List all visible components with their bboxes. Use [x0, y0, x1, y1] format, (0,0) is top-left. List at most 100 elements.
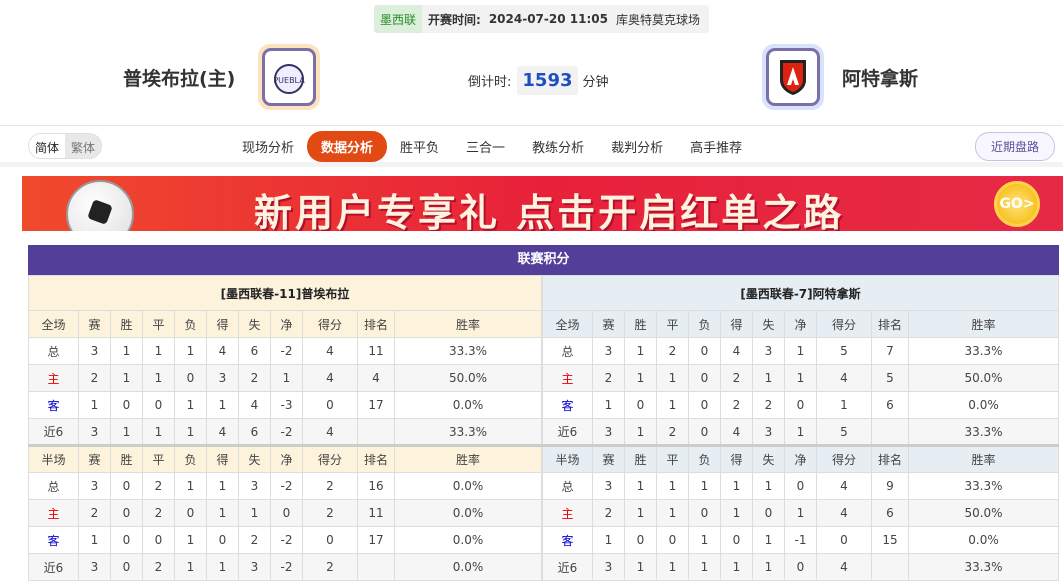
tab-4[interactable]: 教练分析 — [532, 141, 585, 156]
go-button[interactable]: GO> — [994, 181, 1040, 227]
stat-cell: 4 — [816, 364, 872, 392]
stat-cell: 2 — [238, 364, 271, 392]
stat-cell: 1 — [174, 472, 207, 500]
stat-cell: 4 — [302, 337, 358, 365]
full-header-row: 全场赛胜平负得失净得分 排名 胜率 — [542, 310, 1059, 338]
stat-cell: 2 — [142, 553, 175, 581]
stat-cell: 0.0% — [394, 391, 542, 419]
away-team-logo[interactable] — [762, 44, 824, 110]
stat-cell: 1 — [110, 337, 143, 365]
promo-banner[interactable]: 新用户专享礼 点击开启红单之路 GO> — [22, 176, 1063, 231]
table-row: 近6 3 0 2 1 1 3 -2 2 0.0% — [28, 553, 542, 581]
column-header: 赛 — [592, 444, 625, 473]
lang-simplified[interactable]: 简体 — [29, 134, 66, 158]
recent-trend-button[interactable]: 近期盘路 — [975, 132, 1056, 161]
stat-cell: 1 — [624, 499, 657, 527]
stat-cell: 1 — [720, 499, 753, 527]
stat-cell: 5 — [871, 364, 909, 392]
column-header: 得 — [720, 310, 753, 338]
stat-cell: 4 — [720, 337, 753, 365]
stat-cell: 0 — [270, 499, 303, 527]
home-team-name[interactable]: 普埃布拉(主) — [123, 68, 236, 90]
column-header: 失 — [752, 444, 785, 473]
stat-cell: 11 — [357, 337, 395, 365]
table-row: 总 3 0 2 1 1 3 -2 2 16 0.0% — [28, 472, 542, 500]
stat-cell: 50.0% — [908, 499, 1059, 527]
stat-cell: 0.0% — [394, 553, 542, 581]
tab-3[interactable]: 三合一 — [466, 141, 506, 156]
stat-cell: 0 — [624, 391, 657, 419]
stat-cell: 0 — [688, 418, 721, 446]
stat-cell: -3 — [270, 391, 303, 419]
table-row: 主 2 0 2 0 1 1 0 2 11 0.0% — [28, 499, 542, 527]
stat-cell: 3 — [238, 472, 271, 500]
half-label: 半场 — [542, 444, 593, 473]
stat-cell: -2 — [270, 418, 303, 446]
kickoff-label: 开赛时间: — [428, 12, 481, 27]
stat-cell: 3 — [78, 553, 111, 581]
column-header: 平 — [142, 444, 175, 473]
stat-cell: 2 — [78, 499, 111, 527]
row-label: 近6 — [28, 418, 79, 446]
stat-cell: 1 — [752, 472, 785, 500]
stat-cell: 0 — [110, 472, 143, 500]
stat-cell: 17 — [357, 391, 395, 419]
stat-cell: -2 — [270, 337, 303, 365]
stat-cell: 1 — [624, 418, 657, 446]
full-label: 全场 — [28, 310, 79, 338]
stat-cell: 1 — [720, 472, 753, 500]
stat-cell: 0.0% — [394, 499, 542, 527]
stat-cell: 0 — [110, 499, 143, 527]
stat-cell: 1 — [142, 337, 175, 365]
stat-cell: 1 — [174, 553, 207, 581]
stat-cell: 0 — [174, 364, 207, 392]
stat-cell: 0 — [784, 391, 817, 419]
stat-cell: 3 — [78, 337, 111, 365]
full-label: 全场 — [542, 310, 593, 338]
stat-cell: 2 — [302, 472, 358, 500]
stat-cell: 1 — [656, 553, 689, 581]
stat-cell: 1 — [656, 391, 689, 419]
column-header: 平 — [142, 310, 175, 338]
column-header: 负 — [174, 444, 207, 473]
row-label: 客 — [542, 526, 593, 554]
stat-cell: 2 — [142, 472, 175, 500]
stat-cell: 4 — [816, 472, 872, 500]
tab-6[interactable]: 高手推荐 — [690, 141, 743, 156]
countdown-unit: 分钟 — [582, 75, 609, 90]
stat-cell: 2 — [238, 526, 271, 554]
home-team-logo[interactable]: PUEBLA — [258, 44, 320, 110]
stat-cell: 0 — [174, 499, 207, 527]
column-header: 胜 — [110, 444, 143, 473]
stat-cell: 15 — [871, 526, 909, 554]
stat-cell: 1 — [752, 553, 785, 581]
lang-traditional[interactable]: 繁体 — [71, 141, 96, 155]
tab-0[interactable]: 现场分析 — [242, 141, 295, 156]
tab-5[interactable]: 裁判分析 — [611, 141, 664, 156]
stat-cell: 0.0% — [394, 472, 542, 500]
column-header: 平 — [656, 310, 689, 338]
language-toggle[interactable]: 简体 繁体 — [28, 133, 103, 159]
stat-cell: 0 — [688, 499, 721, 527]
team-header-row: [墨西联春-7]阿特拿斯 — [542, 275, 1059, 311]
row-label: 总 — [28, 472, 79, 500]
column-header: 胜 — [110, 310, 143, 338]
table-row: 主 2 1 1 0 3 2 1 4 4 50.0% — [28, 364, 542, 392]
stat-cell: 33.3% — [908, 472, 1059, 500]
stat-cell: 4 — [816, 499, 872, 527]
column-header: 得 — [206, 310, 239, 338]
stat-cell: 4 — [206, 337, 239, 365]
column-header: 赛 — [78, 310, 111, 338]
league-badge[interactable]: 墨西联 — [374, 5, 423, 33]
row-label: 主 — [542, 364, 593, 392]
stat-cell: 2 — [78, 364, 111, 392]
away-team-name[interactable]: 阿特拿斯 — [842, 68, 919, 90]
stat-cell: 0 — [784, 553, 817, 581]
column-header: 得 — [206, 444, 239, 473]
tab-2[interactable]: 胜平负 — [400, 141, 440, 156]
column-header: 胜率 — [908, 310, 1059, 338]
stat-cell: -2 — [270, 472, 303, 500]
stat-cell: 1 — [624, 472, 657, 500]
tab-1[interactable]: 数据分析 — [307, 131, 388, 162]
stat-cell: 3 — [78, 418, 111, 446]
